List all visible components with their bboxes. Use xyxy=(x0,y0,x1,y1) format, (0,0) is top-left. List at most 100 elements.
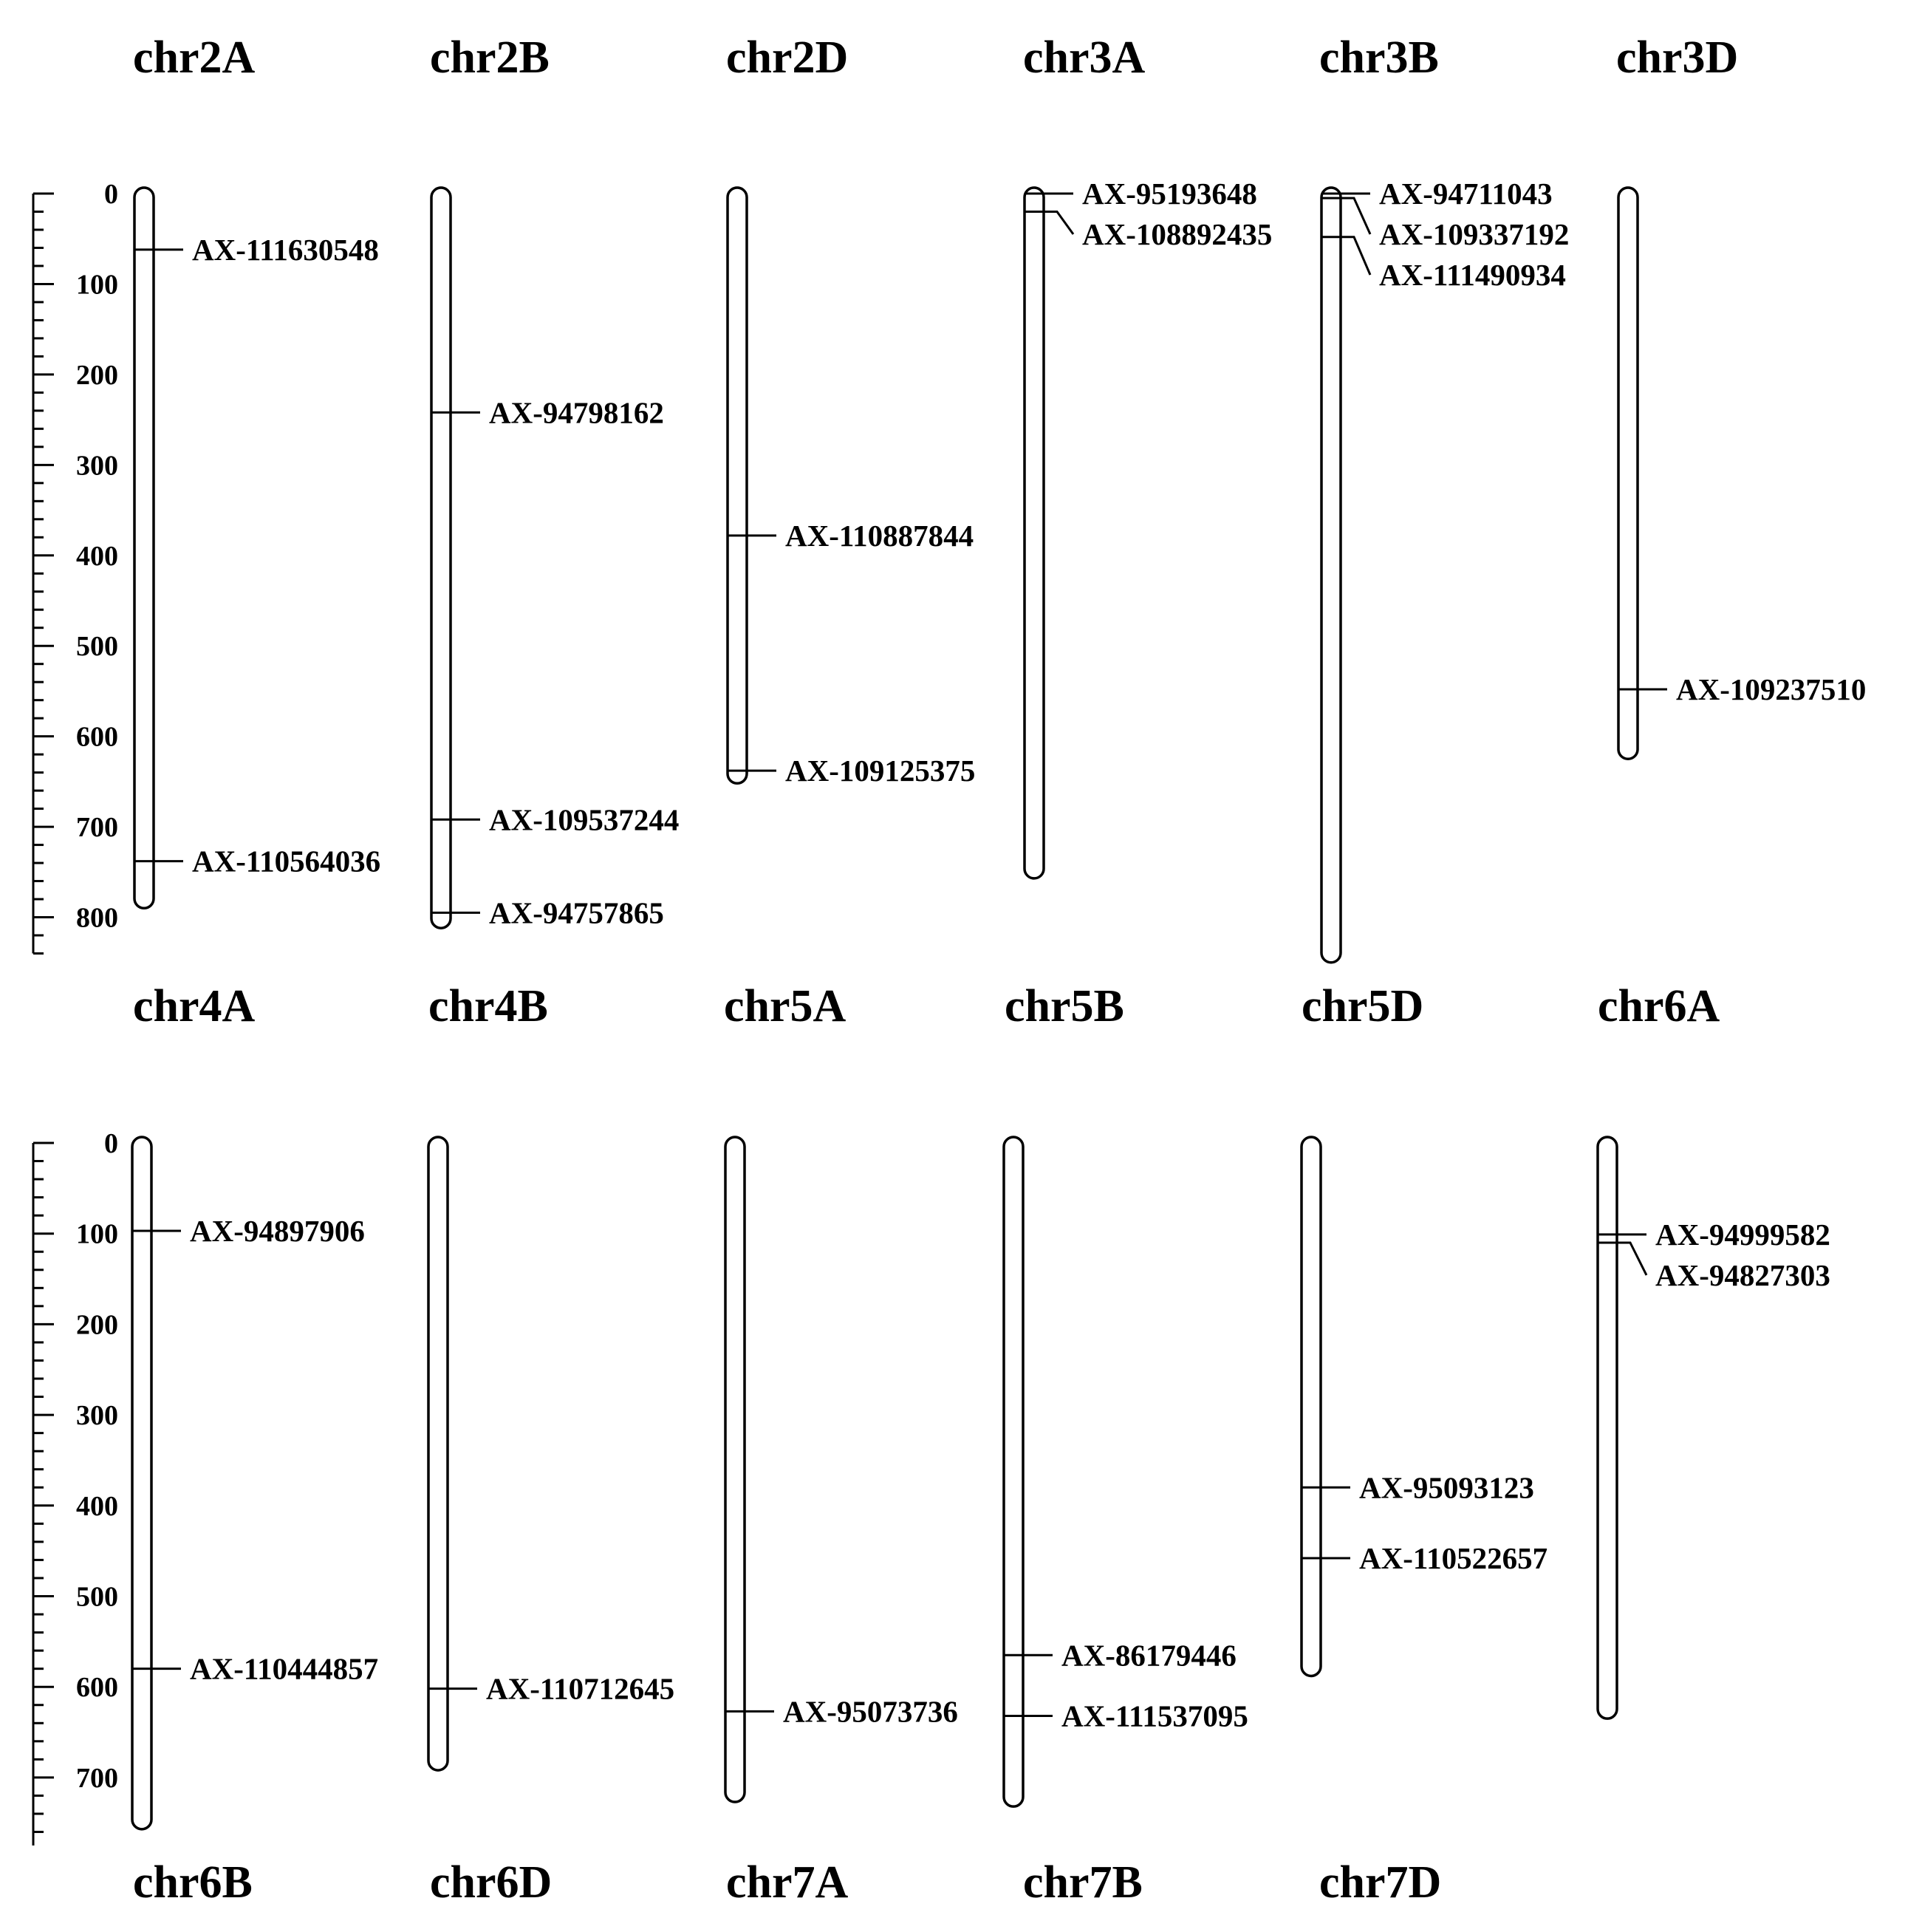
axis-tick-label: 400 xyxy=(76,1491,118,1522)
panel-top: 0100200300400500600700800AX-111630548AX-… xyxy=(32,177,1866,964)
marker-label: AX-110522657 xyxy=(1359,1541,1547,1575)
axis-tick-label: 400 xyxy=(76,541,118,572)
marker-label: AX-94798162 xyxy=(489,395,664,429)
marker-label: AX-110887844 xyxy=(785,519,974,553)
chromosome: AX-94897906 AX-110444857 xyxy=(131,1136,378,1831)
chromosome-title: chr2A xyxy=(133,33,256,83)
chromosome-body xyxy=(1617,186,1639,760)
marker-label: AX-94827303 xyxy=(1655,1258,1830,1292)
marker: AX-111537095 xyxy=(1004,1699,1248,1733)
marker-label: AX-94757865 xyxy=(489,895,664,929)
marker-label: AX-109237510 xyxy=(1676,672,1866,706)
axis-tick-label: 0 xyxy=(104,179,118,210)
chromosome: AX-109237510 xyxy=(1617,186,1866,760)
axis-tick-label: 700 xyxy=(76,1763,118,1794)
scale-axis: 0 100 200 300 400 500 600 700 800 xyxy=(32,179,118,955)
chromosome: AX-111630548 AX-110564036 xyxy=(133,186,380,910)
axis-tick-label: 300 xyxy=(76,1400,118,1431)
marker-label: AX-110712645 xyxy=(486,1672,674,1706)
chromosome-body xyxy=(131,1136,153,1831)
marker-label: AX-110564036 xyxy=(192,844,380,878)
chromosome-body xyxy=(133,186,155,910)
marker: AX-94711043 xyxy=(1321,177,1553,211)
marker: AX-110712645 xyxy=(428,1672,674,1706)
chromosome-title: chr5B xyxy=(1005,981,1124,1031)
marker: AX-95193648 xyxy=(1025,177,1257,211)
axis-tick-label: 500 xyxy=(76,631,118,662)
marker: AX-110444857 xyxy=(132,1652,378,1686)
row1-bottom-titles: chr4A chr4B chr5A chr5B chr5D chr6A xyxy=(133,981,1720,1031)
chromosome-title: chr2D xyxy=(726,33,848,83)
marker: AX-94827303 xyxy=(1598,1241,1830,1292)
chromosome-body xyxy=(1320,186,1342,964)
marker: AX-109537244 xyxy=(431,802,679,836)
axis-tick-label: 200 xyxy=(76,360,118,391)
marker-label: AX-108892435 xyxy=(1082,217,1272,251)
chromosome-body xyxy=(726,186,748,785)
marker: AX-109125375 xyxy=(728,754,975,788)
chromosome: AX-94798162 AX-109537244 AX-94757865 xyxy=(430,186,679,929)
axis-tick-label: 200 xyxy=(76,1309,118,1340)
marker-label: AX-109125375 xyxy=(785,754,975,788)
chromosome-body xyxy=(1002,1136,1025,1808)
marker-label: AX-111630548 xyxy=(192,233,379,267)
marker-label: AX-109337192 xyxy=(1379,217,1569,251)
marker: AX-95093123 xyxy=(1302,1470,1534,1504)
chromosome: AX-86179446 AX-111537095 xyxy=(1002,1136,1248,1808)
marker: AX-94999582 xyxy=(1598,1218,1830,1252)
row1-top-titles: chr2A chr2B chr2D chr3A chr3B chr3D xyxy=(133,33,1738,83)
chromosome-title: chr6B xyxy=(133,1857,253,1908)
chromosome: AX-110712645 xyxy=(427,1136,674,1772)
chromosome-body xyxy=(1023,186,1045,880)
marker: AX-111490934 xyxy=(1321,236,1566,292)
marker-leader xyxy=(1617,1241,1648,1276)
chromosome-title: chr7D xyxy=(1319,1857,1441,1908)
chromosome-body xyxy=(427,1136,449,1772)
chromosome-title: chr3D xyxy=(1616,33,1738,83)
marker-label: AX-95093123 xyxy=(1359,1470,1534,1504)
chromosome: AX-95093123 AX-110522657 xyxy=(1300,1136,1547,1678)
axis-tick-label: 800 xyxy=(76,903,118,934)
marker: AX-111630548 xyxy=(134,233,379,267)
chromosome-title: chr7B xyxy=(1023,1857,1143,1908)
chromosome-body xyxy=(1300,1136,1322,1678)
chromosome: AX-110887844 AX-109125375 xyxy=(726,186,975,788)
marker-leader xyxy=(1341,236,1372,276)
marker: AX-94757865 xyxy=(431,895,664,929)
axis-tick-label: 100 xyxy=(76,1219,118,1250)
marker: AX-110522657 xyxy=(1302,1541,1547,1575)
axis-tick-label: 600 xyxy=(76,722,118,753)
marker-label: AX-86179446 xyxy=(1061,1638,1237,1672)
chromosome-title: chr2B xyxy=(430,33,550,83)
axis-tick-label: 300 xyxy=(76,450,118,481)
marker: AX-109237510 xyxy=(1618,672,1866,706)
marker: AX-94897906 xyxy=(132,1214,365,1248)
chromosome-body xyxy=(724,1136,746,1803)
marker-label: AX-94897906 xyxy=(190,1214,365,1248)
chromosome: AX-94999582 AX-94827303 xyxy=(1596,1136,1830,1720)
marker: AX-94798162 xyxy=(431,395,664,429)
scale-axis: 0 100 200 300 400 500 600 700 xyxy=(32,1128,118,1846)
chromosome: AX-95073736 xyxy=(724,1136,958,1803)
axis-tick-label: 500 xyxy=(76,1582,118,1613)
chromosome-title: chr4B xyxy=(428,981,548,1031)
marker: AX-95073736 xyxy=(725,1694,958,1728)
panel-bottom: 0 100 200 300 400 500 600 700 AX-94897906 AX-1104… xyxy=(32,1128,1830,1846)
marker: AX-108892435 xyxy=(1025,210,1272,251)
marker-leader xyxy=(1341,197,1372,235)
chromosome-title: chr3A xyxy=(1023,33,1146,83)
axis-tick-label: 700 xyxy=(76,812,118,843)
marker-label: AX-95073736 xyxy=(783,1694,958,1728)
marker-label: AX-110444857 xyxy=(190,1652,378,1686)
axis-tick-label: 600 xyxy=(76,1672,118,1703)
row2-bottom-titles: chr6B chr6D chr7A chr7B chr7D xyxy=(133,1857,1441,1908)
marker-label: AX-111537095 xyxy=(1061,1699,1248,1733)
marker: AX-86179446 xyxy=(1004,1638,1237,1672)
chromosome-title: chr3B xyxy=(1319,33,1439,83)
marker-label: AX-94711043 xyxy=(1379,177,1553,211)
chromosome-body xyxy=(430,186,452,929)
marker: AX-109337192 xyxy=(1321,197,1569,251)
marker-leader xyxy=(1044,210,1075,235)
chromosome: AX-94711043 AX-109337192 AX-111490934 xyxy=(1320,177,1569,964)
